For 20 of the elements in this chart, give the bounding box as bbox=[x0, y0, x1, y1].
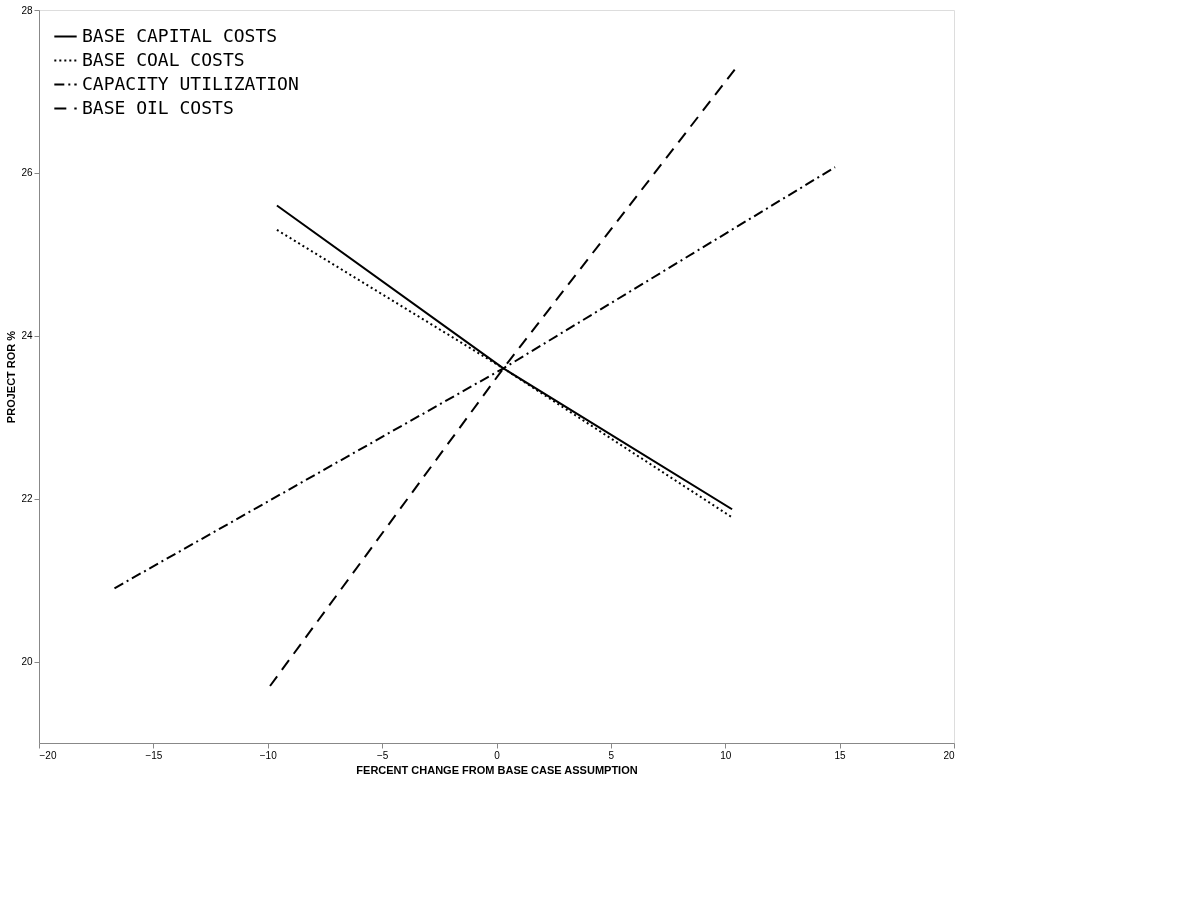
x-tick-label: −15 bbox=[145, 749, 163, 761]
x-tick-label: −10 bbox=[259, 749, 278, 761]
legend-label: BASE CAPITAL COSTS bbox=[82, 24, 278, 46]
y-axis-title: PROJECT ROR % bbox=[5, 330, 18, 424]
y-tick-label: 28 bbox=[21, 4, 33, 16]
x-tick-label: 10 bbox=[720, 749, 732, 761]
x-tick-label: 0 bbox=[494, 749, 501, 761]
x-tick-label: 15 bbox=[834, 749, 847, 761]
y-tick-label: 26 bbox=[21, 167, 33, 179]
x-tick-label: −5 bbox=[376, 749, 389, 761]
legend-label: BASE COAL COSTS bbox=[82, 48, 245, 70]
x-tick-label: 20 bbox=[943, 749, 955, 761]
x-tick-label: 5 bbox=[608, 749, 615, 761]
x-axis-title: FERCENT CHANGE FROM BASE CASE ASSUMPTION bbox=[356, 763, 638, 776]
x-tick-label: −20 bbox=[39, 749, 57, 761]
legend-label: CAPACITY UTILIZATION bbox=[82, 72, 299, 94]
y-tick-label: 24 bbox=[21, 330, 33, 342]
y-tick-label: 22 bbox=[21, 493, 33, 505]
legend-label: BASE OIL COSTS bbox=[82, 96, 234, 118]
y-tick-label: 20 bbox=[21, 656, 33, 668]
